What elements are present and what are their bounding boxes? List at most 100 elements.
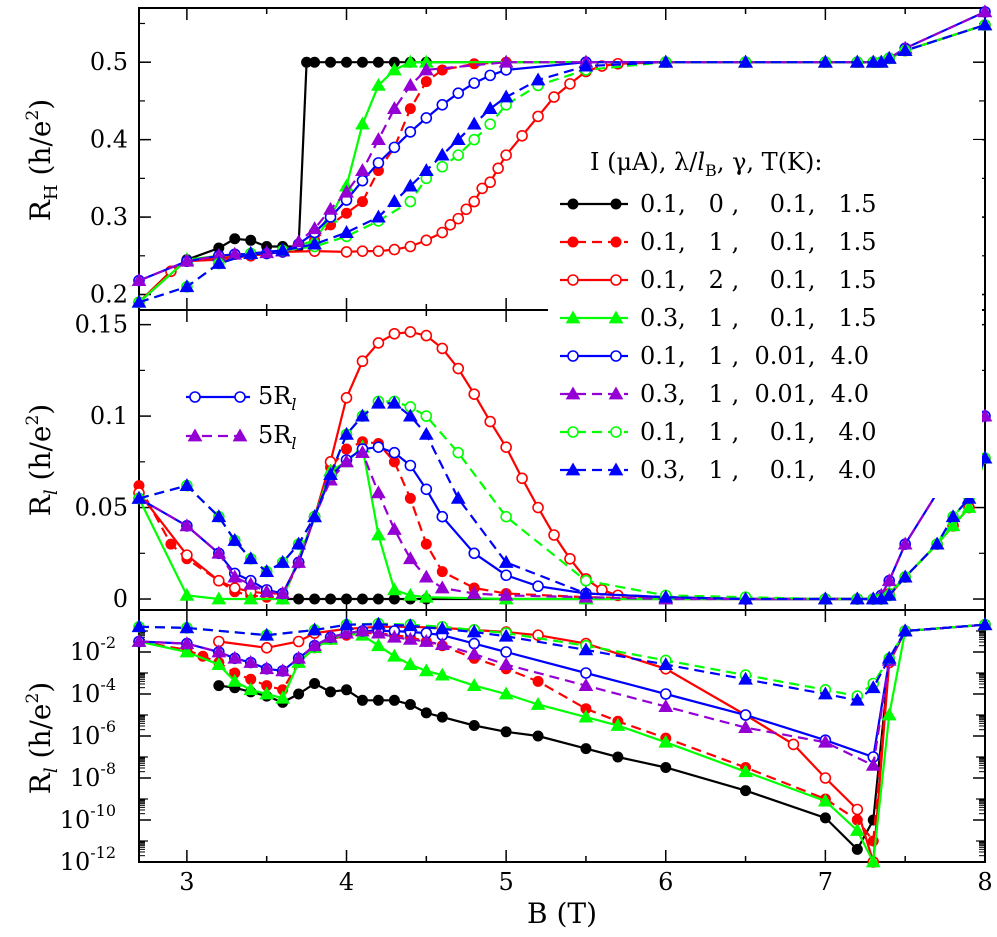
panel2-series-7-point xyxy=(434,621,450,635)
panel0-series-1-point xyxy=(468,58,480,70)
panel1-series-7-point xyxy=(897,569,913,583)
panel0-series-0-point xyxy=(309,56,321,68)
panel0-series-4-point xyxy=(484,69,496,82)
panel2-series-5-point xyxy=(402,631,418,645)
panel0-series-2-point xyxy=(420,234,433,247)
panel2-series-3-point xyxy=(818,793,833,807)
legend-entry-3: 0.3, 1 , 0.1, 1.5 xyxy=(640,304,877,332)
bottom-y-tick-label: 10-8 xyxy=(70,759,116,792)
panel2-series-4-point xyxy=(659,688,672,700)
panel2-series-5-point xyxy=(307,638,322,652)
panel1-series-5-point xyxy=(418,569,434,583)
panel1-series-2-point xyxy=(420,329,433,342)
panel0-series-2-point xyxy=(452,212,465,225)
panel2-series-7-point xyxy=(881,650,897,664)
panel0-series-5-point xyxy=(498,54,514,68)
panel0-series-0-point xyxy=(341,56,353,68)
panel0-series-7-point xyxy=(402,178,418,192)
panel2-series-7-point xyxy=(977,617,993,631)
panel0-series-5-point xyxy=(307,221,322,235)
panel1-series-7-point xyxy=(179,478,195,491)
panel2-series-5-point xyxy=(466,646,482,660)
panel2-series-3-point xyxy=(849,822,865,836)
legend-entry-7: 0.3, 1 , 0.1, 4.0 xyxy=(640,456,877,484)
legend-entry-0: 0.1, 0 , 0.1, 1.5 xyxy=(640,190,877,218)
legend-entry-5: 0.3, 1 , 0.01, 4.0 xyxy=(640,380,869,408)
panel1-series-2-point xyxy=(436,342,449,355)
panel2-series-0-point xyxy=(851,843,863,855)
panel1-series-5-point xyxy=(498,587,514,601)
panel1-series-7-point xyxy=(323,467,338,481)
middle-y-tick-label: 0 xyxy=(113,585,128,613)
panel2-series-5-point xyxy=(387,629,402,643)
top-panel-series xyxy=(131,4,993,309)
top-ylabel: RH (h/e2) xyxy=(23,99,62,221)
panel1-series-7-point xyxy=(929,536,945,550)
panel2-series-1-point xyxy=(532,675,544,687)
panel0-series-4-point xyxy=(468,77,481,89)
panel1-series-1-point xyxy=(436,566,448,578)
panel0-series-7-point xyxy=(897,43,913,56)
panel1-series-2-point xyxy=(484,415,496,428)
panel2-series-7-point xyxy=(259,627,275,641)
panel2-series-0-point xyxy=(660,762,672,773)
panel2-series-3-point xyxy=(578,709,594,723)
panel2-series-3-point xyxy=(610,717,626,731)
panel2-series-0-point xyxy=(580,743,592,755)
panel1-series-5-point xyxy=(371,485,386,499)
legend-marker-1 xyxy=(567,236,579,248)
panel0-series-2-point xyxy=(484,176,496,189)
panel2-series-3-point xyxy=(418,663,434,677)
panel0-series-5-point xyxy=(355,163,370,176)
panel2-series-2-point xyxy=(819,772,832,784)
panel2-series-0-point xyxy=(532,730,544,742)
panel2-series-5-point xyxy=(818,734,833,748)
panel1-series-7-point xyxy=(307,509,322,523)
bottom-y-tick-label: 10-6 xyxy=(70,717,116,750)
panel1-series-5-point xyxy=(355,445,370,459)
legend-marker-0 xyxy=(610,198,622,210)
annotation-5rl-purple: 5Rl xyxy=(258,421,296,453)
panel2-series-5-point xyxy=(211,644,227,658)
panel0-series-1-point xyxy=(404,103,416,115)
panel2-series-7-point xyxy=(818,686,833,700)
legend-marker-1 xyxy=(610,236,622,248)
panel1-series-6-point xyxy=(452,446,465,459)
panel0-series-5-point xyxy=(227,246,243,260)
panel2-series-5-point xyxy=(131,633,147,647)
panel2-series-0-point xyxy=(293,688,305,700)
panel1-series-2-point xyxy=(356,355,369,368)
panel0-series-7-point xyxy=(578,58,594,72)
panel0-series-7-point xyxy=(977,17,993,31)
panel1-series-5-point xyxy=(466,586,482,599)
panel2-series-3-point xyxy=(371,638,386,652)
panel1-series-2-point xyxy=(181,549,193,561)
panel2-series-5-point xyxy=(578,678,594,691)
legend-entry-4: 0.1, 1 , 0.01, 4.0 xyxy=(640,342,869,370)
panel2-series-5-point xyxy=(227,650,243,664)
panel1-series-5-point xyxy=(259,584,275,598)
panel2-series-0-point xyxy=(388,694,400,706)
middle-panel-series xyxy=(131,326,993,605)
panel0-series-7-point xyxy=(131,294,147,308)
legend: I (μA), λ/lB, γ, T(K): 0.1, 0 , 0.1, 1.5… xyxy=(548,140,982,498)
legend-marker-7 xyxy=(608,462,624,476)
panel1-series-5-point xyxy=(227,569,243,583)
panel2-series-5-point xyxy=(658,699,674,712)
panel1-series-7-point xyxy=(498,554,514,568)
panel0-series-7-point xyxy=(738,54,753,68)
middle-ylabel: Rl (h/e2) xyxy=(23,404,62,517)
panel1-series-3-point xyxy=(945,518,961,532)
panel0-series-5-point xyxy=(977,4,993,18)
x-tick-label: 8 xyxy=(977,868,992,896)
panel2-series-4-point xyxy=(500,646,512,658)
panel0-series-7-point xyxy=(530,72,546,86)
panel2-series-0-point xyxy=(612,751,624,763)
panel1-series-2-point xyxy=(548,529,560,541)
panel2-series-2-point xyxy=(260,641,273,654)
panel0-series-5-point xyxy=(291,234,306,248)
panel1-series-0-point xyxy=(293,593,305,605)
annotation-marker-4 xyxy=(189,391,201,403)
panel2-series-3-point xyxy=(498,686,514,700)
panel0-series-2-point xyxy=(340,246,353,258)
